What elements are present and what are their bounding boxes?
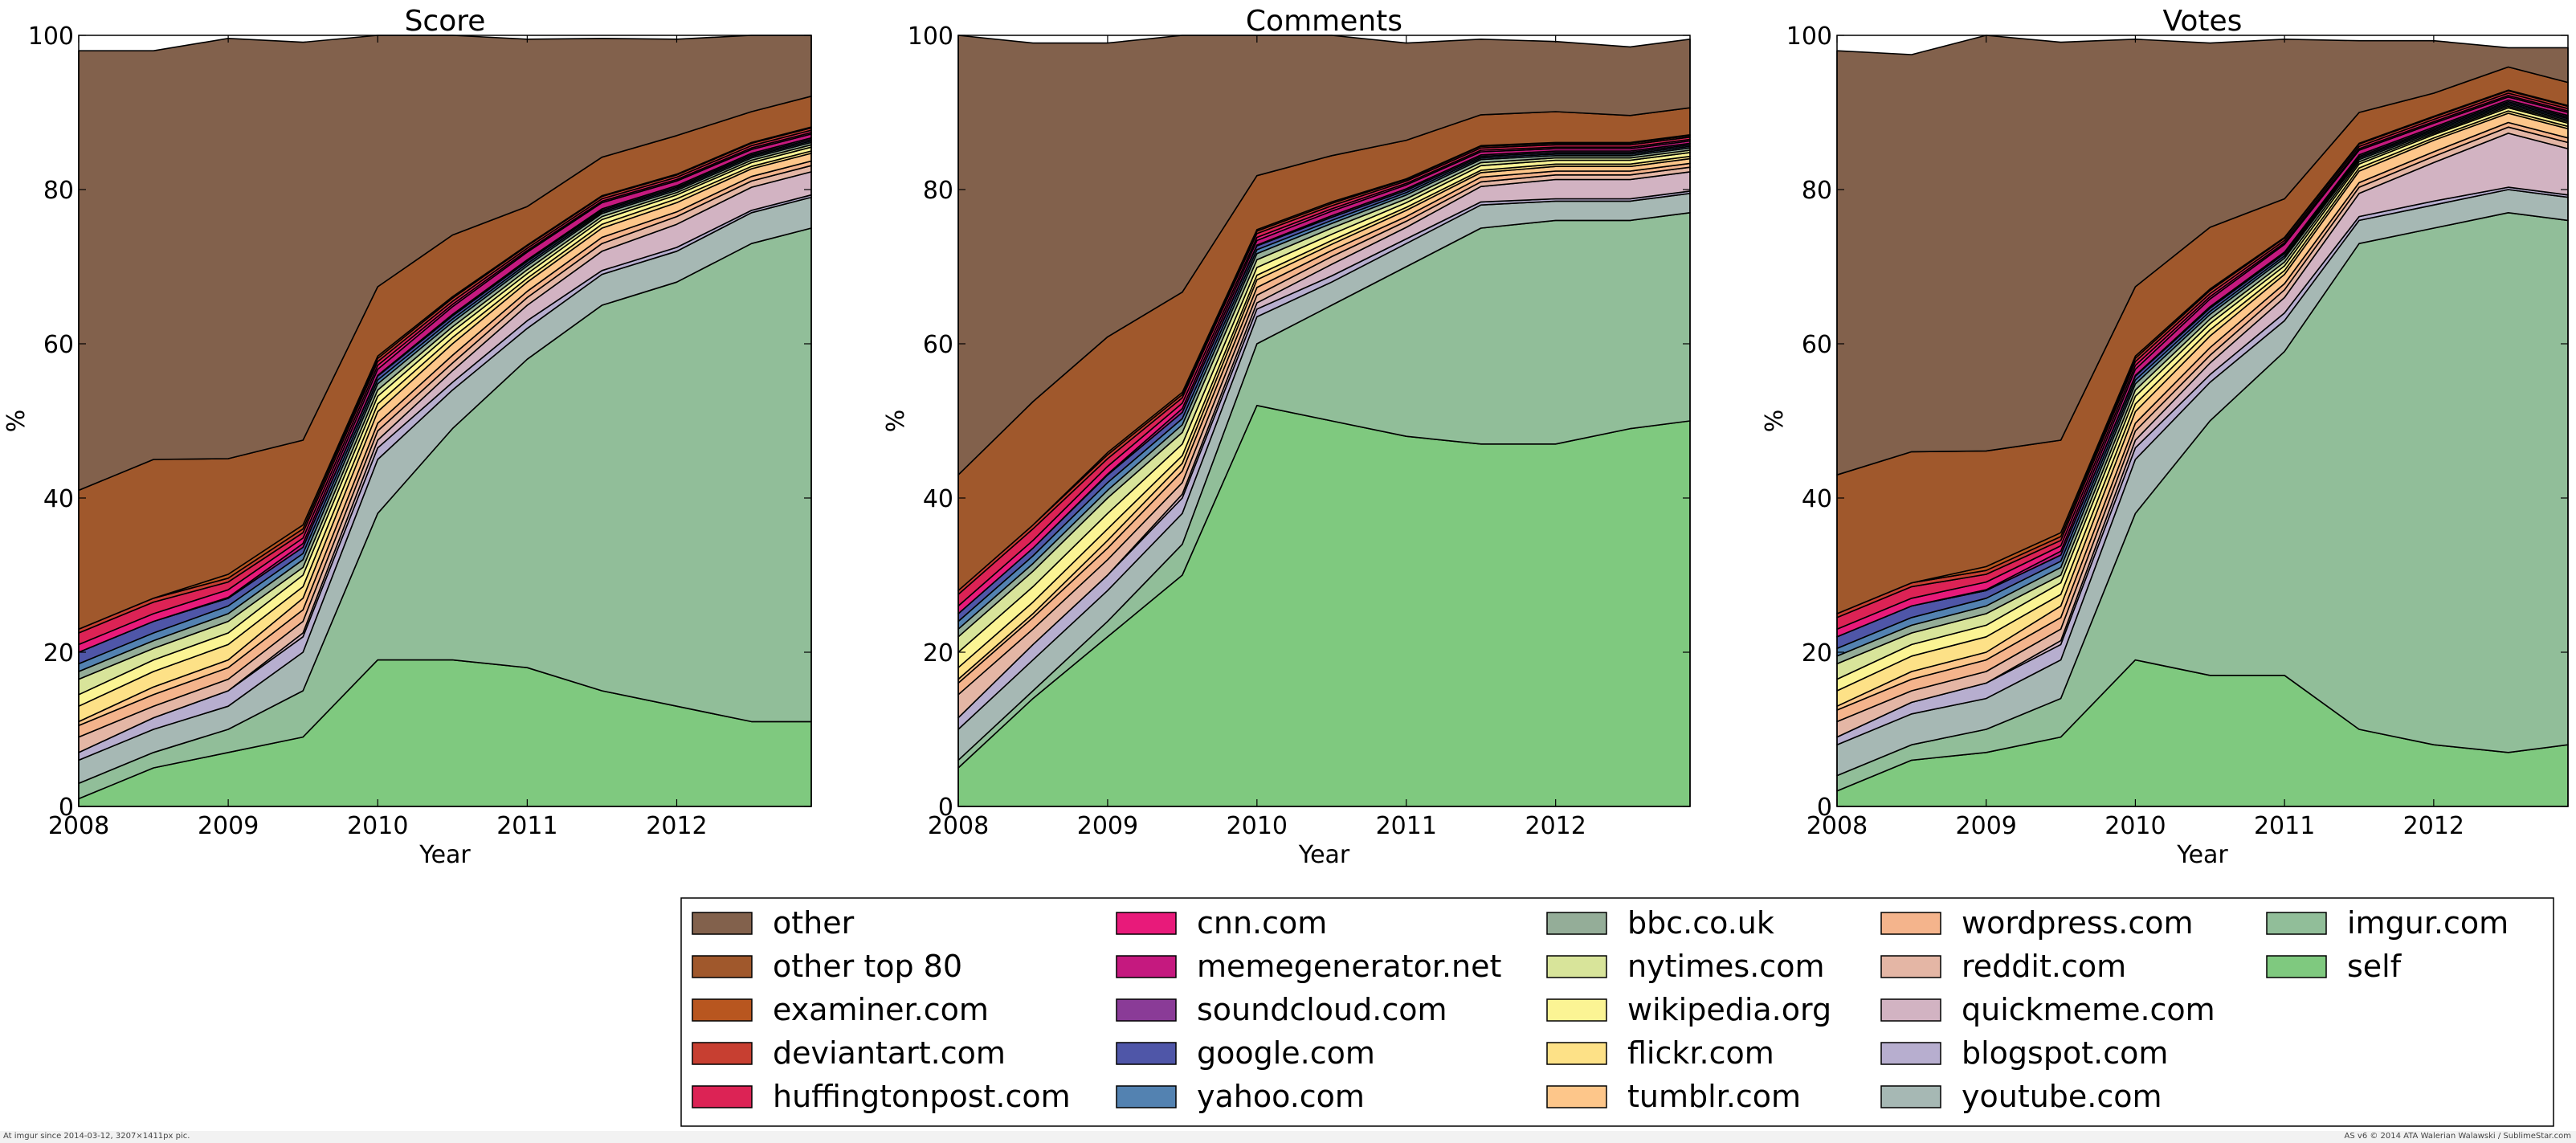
x-tick-label: 2011 (496, 812, 557, 840)
chart-title: Votes (2163, 5, 2243, 38)
y-tick-label: 40 (43, 485, 74, 513)
legend-swatch-huffingtonpost-com (692, 1085, 753, 1108)
axes-frame (1836, 35, 2569, 807)
x-tick-label: 2008 (928, 812, 989, 840)
x-tick-label: 2011 (1376, 812, 1437, 840)
legend-swatch-yahoo-com (1116, 1085, 1177, 1108)
x-tick-label: 2012 (646, 812, 707, 840)
x-tick-label: 2010 (347, 812, 408, 840)
legend-swatch-other-top-80 (692, 955, 753, 978)
legend-swatch-nytimes-com (1546, 955, 1607, 978)
y-tick-label: 40 (923, 485, 953, 513)
legend-swatch-tumblr-com (1546, 1085, 1607, 1108)
footer-host-info: At imgur since 2014-03-12, 3207×1411px p… (3, 1132, 190, 1141)
x-tick-label: 2010 (2104, 812, 2166, 840)
legend-label-cnn-com: cnn.com (1197, 905, 1327, 941)
x-axis-label: Year (2176, 841, 2228, 869)
y-tick-label: 20 (43, 639, 74, 667)
legend-swatch-soundcloud-com (1116, 998, 1177, 1022)
legend-swatch-other (692, 912, 753, 935)
votes-chart-panel: 2008 2009 2010 2011 2012 0 20 40 60 80 100 Votes Yea… (1761, 5, 2569, 869)
legend-label-wikipedia-org: wikipedia.org (1627, 992, 1831, 1027)
axes-frame (957, 35, 1691, 807)
legend-label-nytimes-com: nytimes.com (1627, 949, 1824, 984)
legend-swatch-reddit-com (1880, 955, 1941, 978)
legend-swatch-deviantart-com (692, 1042, 753, 1065)
legend-label-youtube-com: youtube.com (1962, 1079, 2162, 1114)
y-tick-label: 0 (938, 794, 953, 822)
x-tick-label: 2011 (2254, 812, 2315, 840)
x-tick-label: 2009 (1077, 812, 1138, 840)
chart-title: Comments (1246, 5, 1402, 38)
legend-label-other: other (773, 905, 855, 941)
legend-label-huffingtonpost-com: huffingtonpost.com (773, 1079, 1071, 1114)
y-tick-label: 60 (43, 331, 74, 359)
legend-swatch-quickmeme-com (1880, 998, 1941, 1022)
x-tick-label: 2012 (2403, 812, 2464, 840)
x-axis-label: Year (1298, 841, 1350, 869)
legend-swatch-examiner-com (692, 998, 753, 1022)
legend-swatch-wikipedia-org (1546, 998, 1607, 1022)
y-axis-label: % (882, 410, 910, 433)
y-tick-label: 60 (923, 331, 953, 359)
legend-swatch-bbc-co-uk (1546, 912, 1607, 935)
legend-swatch-self (2266, 955, 2327, 978)
legend-label-imgur-com: imgur.com (2347, 905, 2509, 941)
x-tick-label: 2009 (1956, 812, 2017, 840)
footer-watermark: AS v6 © 2014 ATA Walerian Walawski / Sub… (2344, 1132, 2571, 1141)
legend-label-quickmeme-com: quickmeme.com (1962, 992, 2215, 1027)
y-tick-label: 80 (43, 177, 74, 205)
legend-label-wordpress-com: wordpress.com (1962, 905, 2194, 941)
legend-swatch-youtube-com (1880, 1085, 1941, 1108)
image-host-footer: At imgur since 2014-03-12, 3207×1411px p… (0, 1131, 2576, 1143)
x-tick-label: 2008 (1806, 812, 1868, 840)
legend-label-google-com: google.com (1197, 1035, 1375, 1071)
legend-label-deviantart-com: deviantart.com (773, 1035, 1006, 1071)
y-tick-label: 100 (1786, 22, 1832, 51)
legend-label-bbc-co-uk: bbc.co.uk (1627, 905, 1774, 941)
legend-label-yahoo-com: yahoo.com (1197, 1079, 1365, 1114)
y-axis-label: % (1761, 410, 1789, 433)
x-axis-label: Year (418, 841, 471, 869)
legend-swatch-flickr-com (1546, 1042, 1607, 1065)
y-tick-label: 80 (1802, 177, 1832, 205)
legend-swatch-memegenerator-net (1116, 955, 1177, 978)
y-tick-label: 80 (923, 177, 953, 205)
comments-chart-panel: 2008 2009 2010 2011 2012 0 20 40 60 80 100 Comments… (882, 5, 1691, 869)
legend-label-blogspot-com: blogspot.com (1962, 1035, 2168, 1071)
y-tick-label: 100 (28, 22, 74, 51)
x-tick-label: 2012 (1525, 812, 1586, 840)
legend-label-tumblr-com: tumblr.com (1627, 1079, 1801, 1114)
x-tick-label: 2010 (1227, 812, 1288, 840)
legend-label-self: self (2347, 949, 2402, 984)
y-tick-label: 20 (923, 639, 953, 667)
legend-label-memegenerator-net: memegenerator.net (1197, 949, 1501, 984)
x-tick-label: 2009 (198, 812, 259, 840)
y-tick-label: 0 (59, 794, 74, 822)
y-tick-label: 60 (1802, 331, 1832, 359)
legend-swatch-cnn-com (1116, 912, 1177, 935)
legend-label-examiner-com: examiner.com (773, 992, 989, 1027)
y-tick-label: 20 (1802, 639, 1832, 667)
y-axis-label: % (2, 410, 31, 433)
x-tick-label: 2008 (48, 812, 109, 840)
legend-label-soundcloud-com: soundcloud.com (1197, 992, 1447, 1027)
legend-swatch-google-com (1116, 1042, 1177, 1065)
legend-label-flickr-com: flickr.com (1627, 1035, 1774, 1071)
legend-box (680, 897, 2554, 1127)
legend-label-reddit-com: reddit.com (1962, 949, 2126, 984)
y-tick-label: 40 (1802, 485, 1832, 513)
chart-title: Score (405, 5, 486, 38)
y-tick-label: 100 (908, 22, 953, 51)
score-chart-panel: 2008 2009 2010 2011 2012 0 20 40 60 80 100 Score Yea… (2, 5, 812, 869)
legend-swatch-imgur-com (2266, 912, 2327, 935)
axes-frame (78, 35, 812, 807)
y-tick-label: 0 (1817, 794, 1832, 822)
legend-swatch-blogspot-com (1880, 1042, 1941, 1065)
chart-legend: other other top 80 examiner.com deviantart.… (680, 897, 2554, 1127)
legend-swatch-wordpress-com (1880, 912, 1941, 935)
legend-label-other-top-80: other top 80 (773, 949, 962, 984)
